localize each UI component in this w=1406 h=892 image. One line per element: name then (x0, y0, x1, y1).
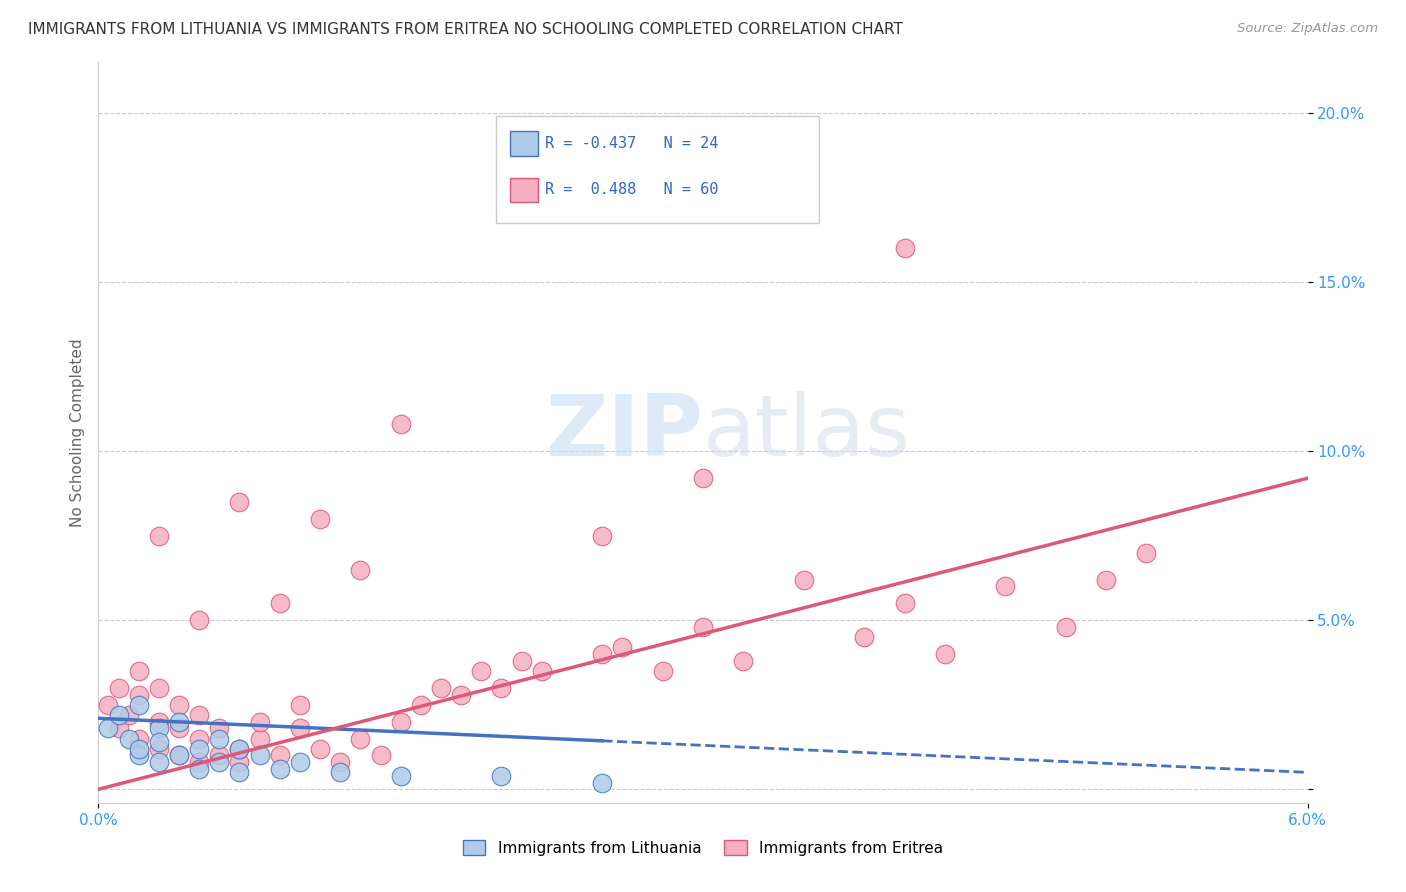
Point (733, 654, 755, 668)
Point (370, 748, 392, 763)
Point (148, 741, 170, 756)
Point (167, 748, 190, 763)
Point (491, 681, 513, 695)
Point (893, 596, 915, 610)
Point (148, 681, 170, 695)
Legend: Immigrants from Lithuania, Immigrants from Eritrea: Immigrants from Lithuania, Immigrants fr… (457, 834, 949, 862)
Point (692, 620, 714, 634)
Point (188, 613, 211, 627)
Point (128, 664, 150, 678)
Point (309, 512, 332, 526)
Point (167, 748, 190, 763)
Point (491, 769, 513, 783)
Point (450, 688, 472, 702)
Point (430, 681, 453, 695)
Y-axis label: No Schooling Completed: No Schooling Completed (69, 338, 84, 527)
Point (470, 664, 492, 678)
Point (269, 596, 291, 610)
Point (208, 722, 231, 736)
Point (128, 698, 150, 712)
Point (167, 714, 190, 729)
Point (118, 731, 141, 746)
Point (349, 731, 371, 746)
Point (1135, 546, 1157, 560)
Point (128, 741, 150, 756)
Point (128, 731, 150, 746)
Point (228, 765, 250, 780)
Point (188, 762, 211, 776)
Point (934, 647, 956, 661)
Point (97, 722, 120, 736)
Point (228, 741, 250, 756)
Point (228, 756, 250, 770)
Point (188, 731, 211, 746)
Point (188, 741, 211, 756)
Point (107, 722, 129, 736)
Point (389, 769, 412, 783)
Point (148, 529, 170, 543)
Text: R =  0.488   N = 60: R = 0.488 N = 60 (544, 182, 718, 197)
Point (591, 775, 613, 789)
Point (107, 707, 129, 722)
Point (893, 241, 915, 255)
Point (118, 707, 141, 722)
Point (188, 707, 211, 722)
Point (228, 741, 250, 756)
Point (288, 756, 311, 770)
Point (591, 529, 613, 543)
Point (329, 765, 352, 780)
Text: IMMIGRANTS FROM LITHUANIA VS IMMIGRANTS FROM ERITREA NO SCHOOLING COMPLETED CORR: IMMIGRANTS FROM LITHUANIA VS IMMIGRANTS … (28, 22, 903, 37)
Point (269, 748, 291, 763)
Point (269, 762, 291, 776)
Point (288, 722, 311, 736)
Point (612, 640, 634, 655)
Point (167, 698, 190, 712)
Point (148, 756, 170, 770)
Point (208, 756, 231, 770)
Point (793, 573, 815, 587)
Point (128, 688, 150, 702)
Point (389, 714, 412, 729)
Point (692, 471, 714, 485)
Point (128, 748, 150, 763)
Point (148, 722, 170, 736)
Point (591, 647, 613, 661)
Point (249, 714, 271, 729)
Text: ZIP: ZIP (546, 391, 703, 475)
Text: Source: ZipAtlas.com: Source: ZipAtlas.com (1237, 22, 1378, 36)
Point (530, 664, 553, 678)
Point (228, 495, 250, 509)
Point (167, 722, 190, 736)
Point (309, 741, 332, 756)
Point (208, 748, 231, 763)
Point (107, 681, 129, 695)
Point (208, 731, 231, 746)
Point (329, 756, 352, 770)
Text: R = -0.437   N = 24: R = -0.437 N = 24 (544, 136, 718, 151)
Point (409, 698, 432, 712)
Point (349, 562, 371, 576)
Point (148, 714, 170, 729)
Point (148, 735, 170, 749)
Point (651, 664, 673, 678)
Point (288, 698, 311, 712)
Point (97, 698, 120, 712)
Point (188, 756, 211, 770)
Point (853, 630, 876, 644)
Point (389, 417, 412, 432)
Point (510, 654, 533, 668)
Point (1095, 573, 1118, 587)
Point (1054, 620, 1077, 634)
Point (249, 731, 271, 746)
Point (249, 748, 271, 763)
Point (994, 579, 1017, 593)
Text: atlas: atlas (703, 391, 911, 475)
